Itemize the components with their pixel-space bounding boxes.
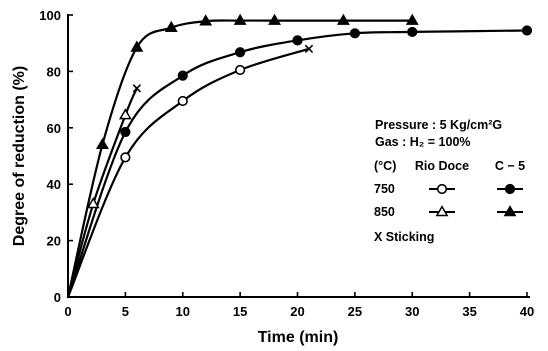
data-point: [120, 152, 131, 163]
legend-marker: [435, 205, 449, 217]
data-point: [407, 26, 418, 38]
ticks: 0 5 10 15 20 25 30 35 40 0 20 40 60 80 100: [39, 8, 534, 319]
y-tick-label: 0: [54, 290, 61, 305]
data-point: [164, 20, 178, 32]
data-point: [177, 95, 188, 107]
legend-row-750: 750: [374, 182, 395, 196]
data-point: [521, 25, 533, 36]
x-tick-label: 35: [462, 304, 476, 319]
legend-row-850: 850: [374, 205, 395, 219]
data-point: [118, 108, 132, 120]
data-point: [405, 13, 419, 25]
data-point: [199, 14, 213, 26]
series-line: [66, 87, 138, 299]
x-tick-label: 5: [122, 304, 129, 319]
data-point: [95, 137, 109, 149]
data-point: [177, 70, 188, 81]
y-tick-label: 100: [39, 8, 61, 23]
y-tick-label: 40: [47, 177, 61, 192]
data-point: [120, 126, 131, 138]
data-point: [235, 47, 246, 58]
data-point: [336, 13, 350, 25]
legend-symbols: [429, 183, 523, 217]
x-tick-label: 30: [405, 304, 419, 319]
data-point: [292, 35, 303, 46]
x-tick-label: 15: [233, 304, 247, 319]
x-tick-label: 0: [64, 304, 71, 319]
legend-col-rio-doce: Rio Doce: [415, 159, 469, 173]
legend-marker: [504, 183, 516, 195]
data-point: [235, 64, 246, 76]
y-axis-title: Degree of reduction (%): [11, 66, 28, 246]
data-point: [349, 28, 360, 39]
y-tick-label: 60: [47, 121, 61, 136]
legend-marker: [436, 183, 448, 195]
x-tick-label: 25: [348, 304, 362, 319]
legend-marker: [503, 205, 517, 217]
legend-temp-header: (°C): [374, 159, 396, 173]
markers: [86, 13, 533, 209]
legend: Pressure : 5 Kg/cm²G Gas : H₂ = 100% (°C…: [374, 118, 525, 244]
legend-col-c5: C − 5: [495, 159, 525, 173]
y-tick-label: 80: [47, 64, 61, 79]
x-tick-label: 10: [176, 304, 190, 319]
y-tick-label: 20: [47, 234, 61, 249]
data-point: [86, 197, 100, 209]
legend-pressure: Pressure : 5 Kg/cm²G: [375, 118, 502, 132]
data-point: [130, 40, 144, 52]
legend-gas: Gas : H₂ = 100%: [375, 135, 471, 149]
sticking-mark: [304, 44, 314, 54]
x-axis-title: Time (min): [258, 329, 339, 346]
axes: [67, 14, 530, 298]
data-point: [268, 13, 281, 25]
sticking-mark: [132, 84, 142, 93]
x-tick-label: 40: [520, 304, 534, 319]
legend-sticking: X Sticking: [374, 230, 434, 244]
data-point: [233, 13, 247, 25]
series-line: [66, 19, 414, 299]
series-line: [66, 47, 311, 299]
x-tick-label: 20: [290, 304, 304, 319]
